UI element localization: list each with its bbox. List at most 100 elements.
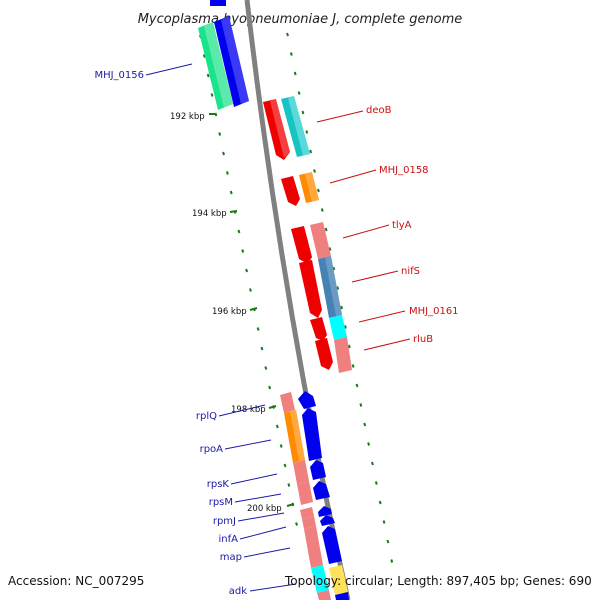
gene-rpoA-pair[interactable] — [284, 408, 322, 463]
outer-tick-3 — [297, 91, 301, 95]
gene-rpmJ-cds[interactable] — [318, 506, 332, 517]
outer-tick-11 — [328, 247, 332, 251]
outer-tick-16 — [347, 344, 351, 349]
gene-map-feature[interactable] — [304, 526, 323, 568]
outer-tick-5 — [305, 130, 309, 134]
outer-tick-4 — [301, 110, 305, 115]
gene-label-adk[interactable]: adk — [229, 586, 247, 597]
inner-tick-23 — [287, 483, 291, 487]
gene-label-MHJ_0158[interactable]: MHJ_0158 — [379, 165, 429, 176]
gene-label-deoB[interactable]: deoB — [366, 105, 392, 116]
outer-tick-13 — [336, 286, 340, 290]
gene-map-cds[interactable] — [322, 526, 342, 564]
gene-label-rplQ[interactable]: rplQ — [196, 411, 217, 422]
gene-rplQ-pair[interactable] — [280, 391, 316, 413]
gene-adk-feature[interactable] — [311, 565, 329, 593]
gene-rplQ-cds[interactable] — [298, 391, 316, 409]
gene-label-rluB[interactable]: rluB — [413, 334, 433, 345]
gene-label-infA[interactable]: infA — [219, 534, 239, 545]
inner-tick-7 — [225, 171, 229, 175]
gene-MHJ_0158-pair[interactable] — [281, 172, 319, 206]
outer-tick-22 — [370, 461, 374, 466]
outer-tick-1 — [289, 52, 293, 56]
gene-rluB-cds[interactable] — [315, 338, 333, 370]
gene-map-pair[interactable] — [304, 526, 342, 568]
gene-MHJ_0156-pair[interactable] — [198, 0, 249, 110]
gene-tlyA-pair[interactable] — [291, 222, 331, 264]
inner-tick-10 — [237, 229, 241, 234]
inner-tick-12 — [245, 268, 249, 273]
gene-MHJ_0158-cds[interactable] — [281, 176, 300, 206]
inner-tick-4 — [214, 112, 218, 117]
gene-rpmJ-feature[interactable] — [300, 507, 314, 519]
outer-tick-0 — [286, 32, 289, 37]
gene-rpsK-cds[interactable] — [310, 460, 326, 480]
kbp-tick-label-192: 192 kbp — [170, 112, 205, 122]
outer-tick-21 — [367, 442, 371, 446]
inner-tick-21 — [279, 444, 283, 448]
gene-deoB-cds[interactable] — [263, 99, 290, 160]
outer-tick-24 — [378, 500, 382, 505]
inner-tick-25 — [295, 522, 298, 526]
gene-rpoA-cds[interactable] — [302, 408, 322, 461]
kbp-tick-label-194: 194 kbp — [192, 209, 227, 219]
kbp-tick-198 — [268, 405, 277, 409]
inner-tick-1 — [202, 54, 206, 58]
gene-infA-feature[interactable] — [302, 516, 316, 529]
outer-tick-9 — [320, 208, 324, 212]
gene-label-nifS[interactable]: nifS — [401, 266, 420, 277]
gene-label-MHJ_0156[interactable]: MHJ_0156 — [94, 70, 144, 81]
outer-tick-7 — [313, 169, 316, 173]
gene-labels: MHJ_0156 deoB MHJ_0158 tlyA nifS MHJ_016… — [94, 63, 459, 597]
gene-MHJ_0161-pair[interactable] — [310, 315, 347, 341]
inner-tick-11 — [241, 249, 245, 253]
gene-adk-pair[interactable] — [311, 565, 349, 600]
gene-MHJ_0161-feature[interactable] — [329, 315, 347, 340]
gene-tlyA-cds[interactable] — [291, 226, 312, 264]
gene-label-rpsK[interactable]: rpsK — [207, 479, 230, 490]
kbp-tick-194 — [229, 210, 238, 213]
topology-text: Topology: circular; Length: 897,405 bp; … — [285, 574, 592, 588]
outer-tick-20 — [363, 422, 367, 427]
gene-rluB-feature[interactable] — [334, 337, 352, 373]
inner-tick-22 — [283, 463, 287, 468]
gene-label-rpoA[interactable]: rpoA — [200, 444, 224, 455]
gene-label-MHJ_0161[interactable]: MHJ_0161 — [409, 306, 459, 317]
gene-rpsK-feature[interactable] — [293, 460, 309, 484]
outer-tick-14 — [340, 305, 344, 310]
gene-deoB-pair[interactable] — [263, 96, 310, 160]
outer-tick-6 — [309, 149, 313, 154]
gene-tlyA-feature[interactable] — [310, 222, 331, 259]
kbp-tick-label-196: 196 kbp — [212, 307, 247, 317]
inner-tick-17 — [264, 366, 268, 370]
gene-label-tlyA[interactable]: tlyA — [392, 220, 412, 231]
gene-rpsM-pair[interactable] — [297, 481, 330, 505]
gene-label-rpsM[interactable]: rpsM — [209, 497, 233, 508]
outer-tick-ring — [286, 32, 394, 563]
kbp-tick-200 — [286, 503, 295, 507]
inner-tick-ring — [199, 34, 298, 526]
gene-rpsK-pair[interactable] — [293, 460, 326, 484]
map-title: Mycoplasma hyopneumoniae J, complete gen… — [138, 12, 463, 27]
gene-infA-cds[interactable] — [320, 515, 335, 526]
gene-rplQ-feature[interactable] — [280, 392, 295, 413]
inner-tick-20 — [275, 424, 279, 429]
outer-tick-25 — [382, 520, 386, 524]
gene-adk-cds[interactable] — [329, 565, 348, 595]
gene-rpmJ-pair[interactable] — [300, 506, 332, 519]
accession-text: Accession: NC_007295 — [8, 574, 145, 588]
gene-label-rpmJ[interactable]: rpmJ — [213, 516, 236, 527]
gene-rpsM-feature[interactable] — [297, 481, 313, 505]
gene-MHJ_0161-cds[interactable] — [310, 317, 327, 341]
gene-label-map[interactable]: map — [220, 552, 242, 563]
outer-tick-18 — [355, 383, 359, 388]
gene-nifS-cds[interactable] — [299, 260, 322, 318]
gene-rpsM-cds[interactable] — [313, 481, 330, 500]
gene-infA-pair[interactable] — [302, 515, 335, 529]
kbp-tick-label-200: 200 kbp — [247, 504, 282, 514]
gene-nifS-pair[interactable] — [299, 256, 342, 318]
gene-MHJ_0156-cds[interactable] — [214, 16, 249, 107]
inner-tick-6 — [222, 151, 225, 156]
gene-rluB-pair[interactable] — [315, 337, 352, 373]
